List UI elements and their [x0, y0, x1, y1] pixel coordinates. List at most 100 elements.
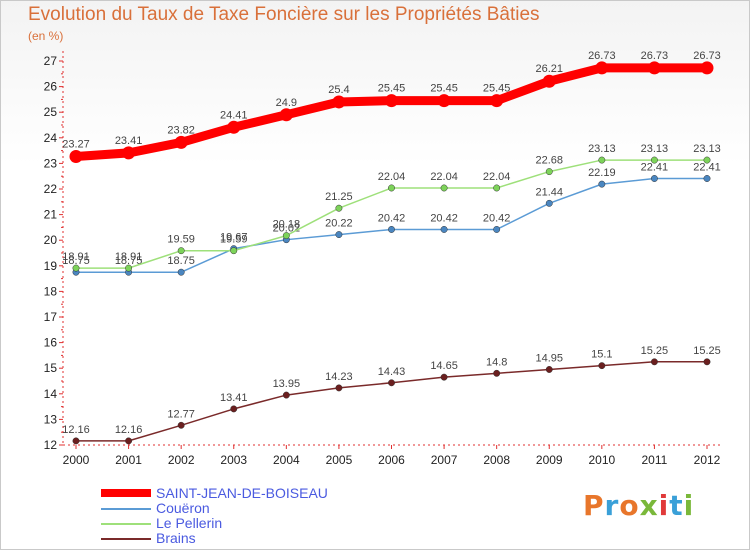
data-point[interactable] — [69, 149, 83, 163]
data-point[interactable] — [440, 184, 448, 192]
data-point[interactable] — [440, 373, 448, 381]
data-label: 15.1 — [591, 349, 612, 361]
legend-swatch-saint-jean — [101, 489, 151, 497]
data-label: 25.4 — [328, 84, 349, 96]
legend-label-brains: Brains — [156, 530, 196, 546]
data-label: 18.75 — [115, 255, 143, 267]
logo-letter: r — [604, 489, 620, 522]
data-point[interactable] — [72, 437, 80, 445]
unit-label: (en %) — [28, 29, 64, 43]
data-label: 20.22 — [325, 218, 353, 230]
data-label: 19.59 — [220, 234, 248, 246]
data-point[interactable] — [388, 225, 395, 233]
data-point[interactable] — [282, 232, 290, 240]
data-point[interactable] — [72, 264, 80, 272]
data-point[interactable] — [174, 135, 188, 149]
data-point[interactable] — [279, 108, 293, 122]
data-point[interactable] — [122, 146, 136, 160]
legend-swatch-le-pellerin — [101, 523, 151, 525]
data-point[interactable] — [700, 61, 714, 75]
data-point[interactable] — [388, 184, 395, 192]
data-point[interactable] — [177, 268, 185, 276]
data-point[interactable] — [335, 204, 343, 212]
data-point[interactable] — [282, 391, 290, 399]
data-point[interactable] — [335, 231, 343, 239]
data-point[interactable] — [650, 156, 658, 164]
logo-letter: i — [683, 489, 695, 522]
data-point[interactable] — [493, 184, 501, 192]
data-label: 25.45 — [483, 83, 511, 95]
data-label: 22.19 — [588, 167, 616, 179]
axes: 12 13 14 15 16 17 18 19 20 21 22 23 24 25 26 27 2000 2001… — [44, 51, 722, 467]
data-point[interactable] — [650, 175, 658, 182]
data-label: 26.73 — [588, 50, 616, 62]
series-layer: 12.16 12.16 12.77 13.41 13.95 14.23 14.43 14.65… — [62, 50, 721, 445]
data-point[interactable] — [493, 369, 501, 377]
data-point[interactable] — [177, 421, 185, 429]
data-point[interactable] — [545, 168, 553, 176]
data-label: 12.16 — [115, 424, 143, 436]
legend-swatch-coueron — [101, 508, 151, 510]
data-label: 22.68 — [535, 155, 563, 167]
data-point[interactable] — [227, 120, 241, 134]
logo-letter: t — [669, 489, 684, 522]
y-tick-label: 16 — [44, 336, 58, 350]
data-point[interactable] — [595, 61, 609, 75]
data-point[interactable] — [703, 175, 711, 182]
data-point[interactable] — [230, 247, 238, 255]
data-point[interactable] — [125, 437, 133, 445]
data-point[interactable] — [647, 61, 661, 75]
data-label: 22.41 — [693, 162, 721, 174]
data-label: 19.67 — [220, 232, 248, 244]
data-label: 14.43 — [378, 366, 406, 378]
data-label: 18.75 — [167, 255, 195, 267]
data-point[interactable] — [385, 94, 398, 108]
y-tick-label: 18 — [44, 284, 58, 298]
data-point[interactable] — [125, 264, 133, 272]
data-point[interactable] — [545, 199, 553, 207]
data-point[interactable] — [230, 405, 238, 413]
data-label: 22.04 — [430, 171, 458, 183]
x-tick-label: 2000 — [63, 453, 90, 467]
data-point[interactable] — [437, 94, 451, 108]
legend-label-saint-jean: SAINT-JEAN-DE-BOISEAU — [156, 485, 328, 501]
y-tick-label: 24 — [44, 131, 58, 145]
x-tick-label: 2001 — [115, 453, 142, 467]
data-point[interactable] — [703, 156, 711, 164]
data-label: 20.42 — [483, 212, 511, 224]
y-tick-label: 27 — [44, 54, 58, 68]
data-point[interactable] — [650, 358, 658, 366]
data-point[interactable] — [542, 74, 556, 88]
data-label: 22.41 — [641, 162, 669, 174]
data-point[interactable] — [332, 95, 346, 109]
data-label: 23.27 — [62, 138, 90, 150]
data-point[interactable] — [598, 362, 606, 370]
data-point[interactable] — [598, 180, 606, 188]
data-label: 14.65 — [430, 360, 458, 372]
x-tick-label: 2002 — [168, 453, 195, 467]
y-tick-label: 15 — [44, 361, 58, 375]
y-tick-label: 14 — [44, 387, 58, 401]
x-tick-label: 2003 — [220, 453, 247, 467]
data-label: 25.45 — [378, 83, 406, 95]
data-point[interactable] — [545, 366, 553, 373]
x-tick-label: 2008 — [483, 453, 510, 467]
logo-letter: i — [658, 489, 670, 522]
data-point[interactable] — [177, 247, 185, 255]
data-label: 26.73 — [641, 50, 669, 62]
data-point[interactable] — [490, 94, 504, 108]
data-point[interactable] — [335, 384, 343, 392]
data-point[interactable] — [440, 225, 448, 233]
proxiti-logo: Proxiti — [583, 489, 694, 522]
data-label: 22.04 — [378, 171, 406, 183]
data-point[interactable] — [493, 225, 501, 233]
data-label: 23.13 — [588, 143, 616, 155]
data-label: 21.44 — [535, 186, 563, 198]
data-point[interactable] — [598, 156, 606, 164]
series-3: 12.16 12.16 12.77 13.41 13.95 14.23 14.43 14.65… — [62, 345, 721, 445]
data-label: 12.77 — [167, 408, 195, 420]
data-point[interactable] — [703, 358, 711, 366]
data-label: 21.25 — [325, 191, 353, 203]
legend-label-le-pellerin: Le Pellerin — [156, 515, 223, 531]
data-point[interactable] — [388, 379, 395, 387]
